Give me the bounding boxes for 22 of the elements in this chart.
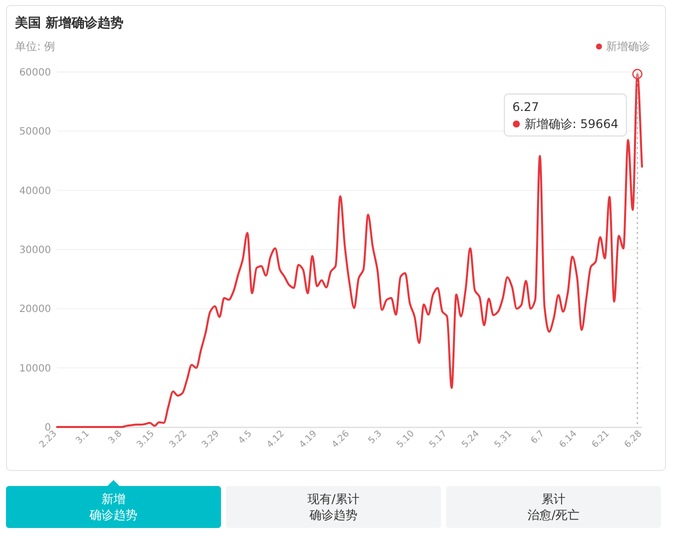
text: 累计: [542, 492, 566, 506]
y-tick-label: 10000: [19, 363, 51, 374]
x-tick-label: 3.8: [106, 428, 124, 446]
y-tick-label: 0: [44, 422, 51, 434]
x-tick-label: 4.5: [236, 429, 254, 446]
x-tick-label: 3.1: [74, 429, 92, 446]
y-tick-label: 30000: [19, 245, 51, 256]
chart-title: 美国 新增确诊趋势: [14, 15, 124, 31]
y-tick-label: 40000: [19, 186, 51, 197]
y-tick-label: 60000: [19, 68, 51, 78]
y-tick-label: 20000: [19, 304, 51, 316]
y-tick-label: 50000: [19, 126, 51, 138]
text: 确诊趋势: [88, 508, 138, 522]
x-tick-label: 6.7: [529, 429, 547, 446]
y-axis-title: 单位: 例: [15, 40, 56, 53]
legend-label: 新增确诊: [606, 40, 650, 53]
text: 现有/累计: [307, 492, 360, 506]
text: 治愈/死亡: [527, 508, 580, 522]
x-tick-label: 5.3: [366, 429, 384, 446]
text: 新增: [102, 492, 126, 506]
text: 确诊趋势: [308, 508, 358, 522]
annotation: 6.27 新增确诊: 59664: [512, 100, 618, 131]
